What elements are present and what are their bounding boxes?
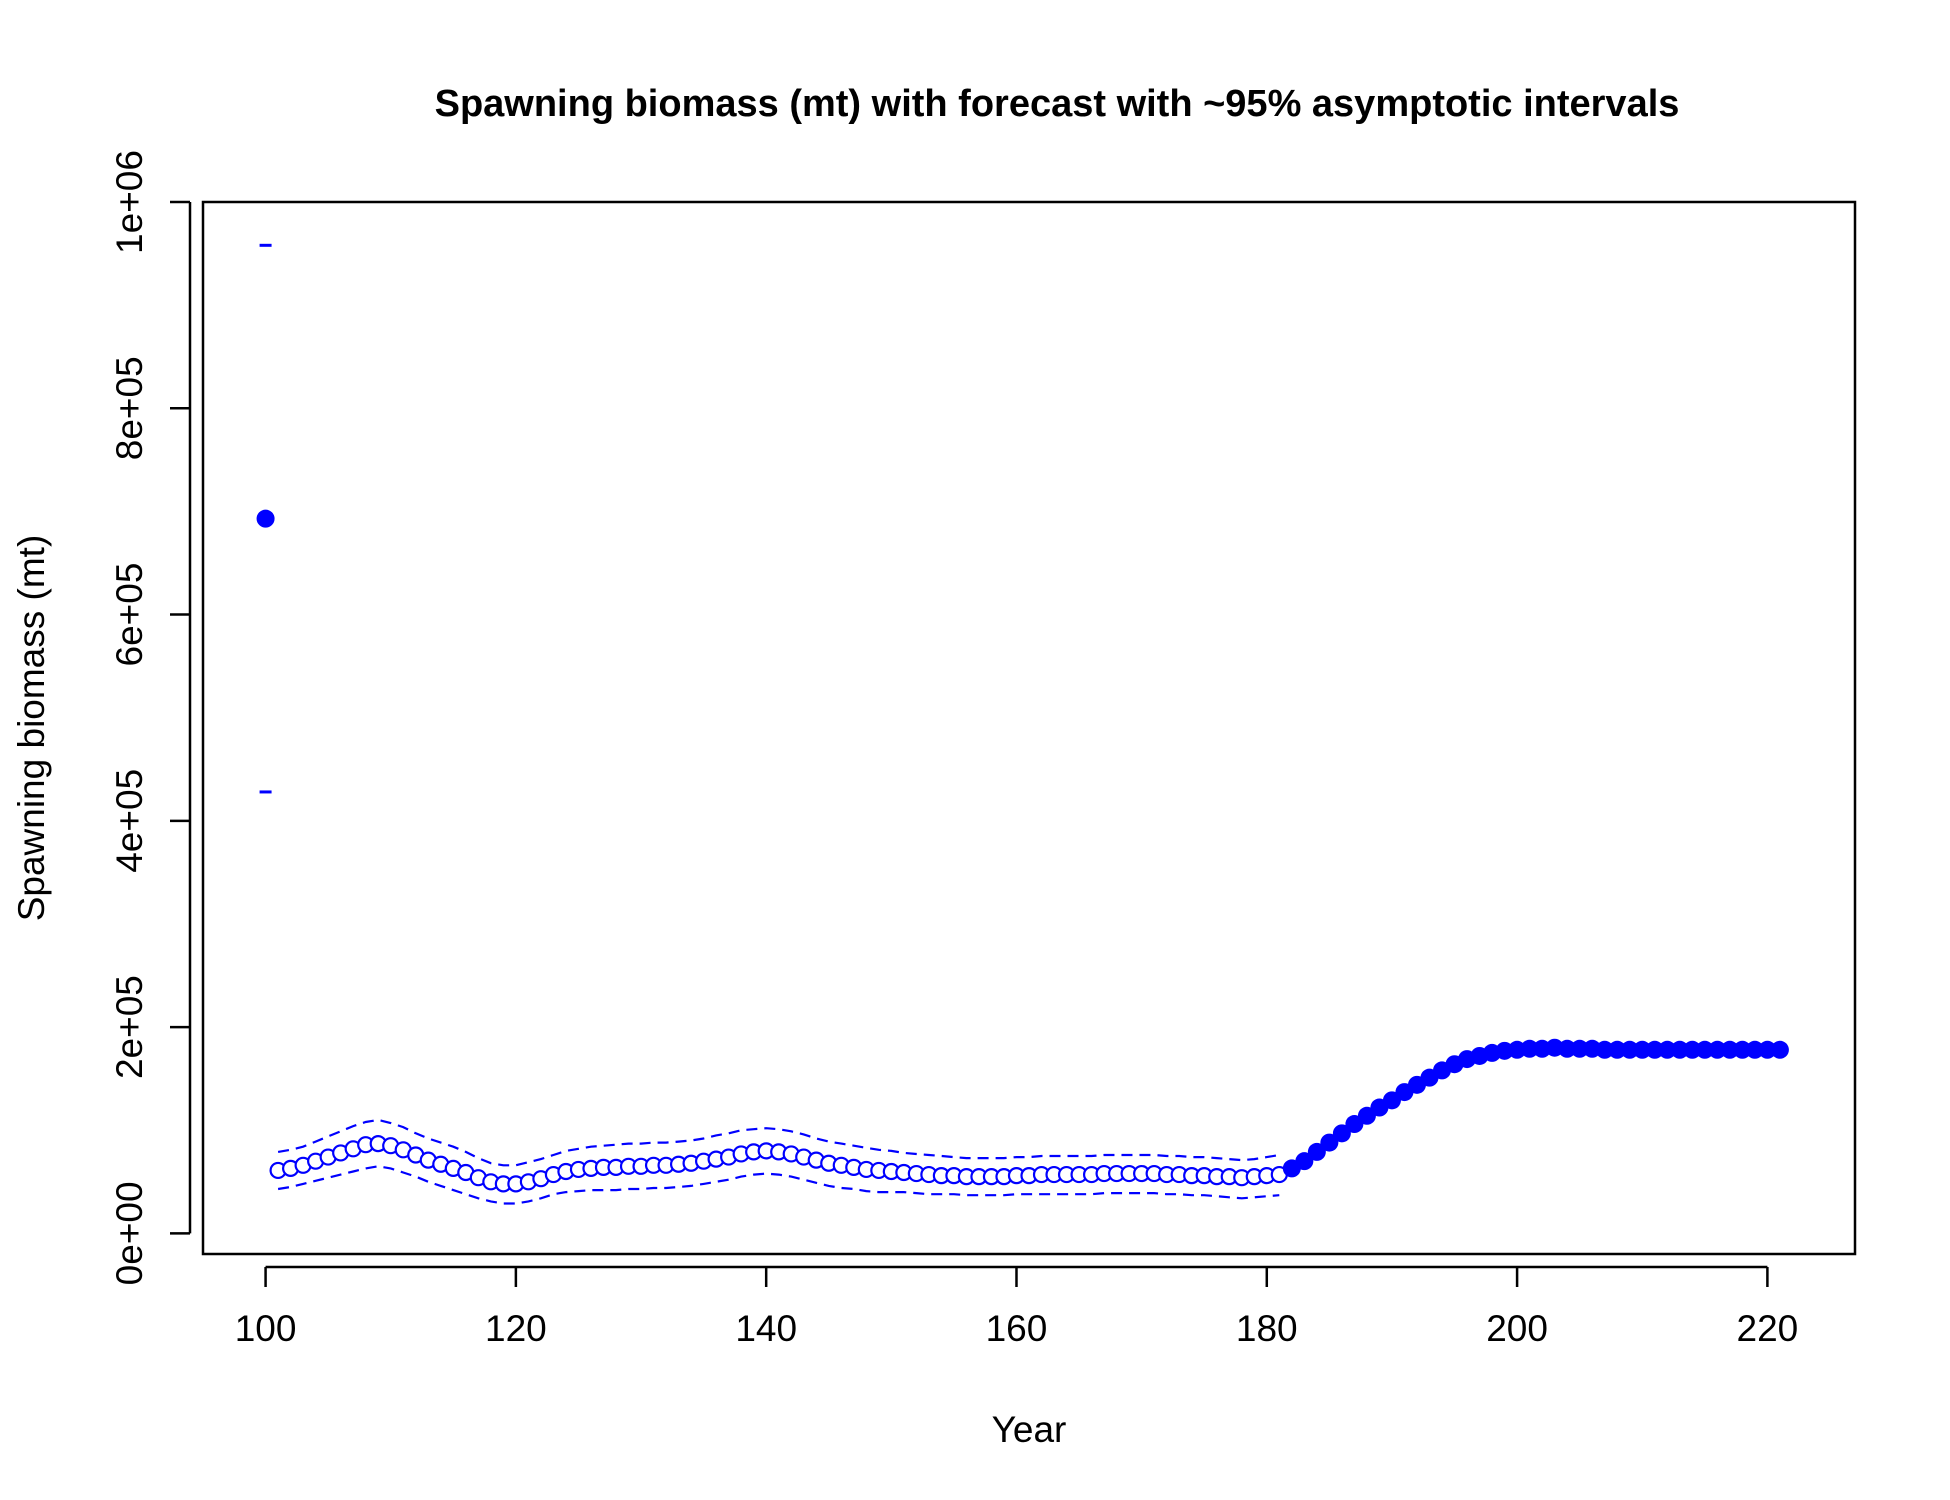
data-point — [1658, 1040, 1677, 1059]
data-point — [1633, 1040, 1652, 1059]
x-tick-label: 220 — [1737, 1308, 1799, 1349]
series-layer — [256, 243, 1789, 1205]
data-point — [1733, 1040, 1752, 1059]
data-point — [1595, 1040, 1614, 1059]
x-tick-label: 140 — [735, 1308, 797, 1349]
data-point — [1520, 1039, 1539, 1058]
series-historical — [269, 1118, 1288, 1205]
series-virgin — [256, 243, 275, 794]
data-point — [1708, 1040, 1727, 1059]
y-tick-label: 8e+05 — [109, 356, 150, 460]
plot-frame — [201, 200, 1857, 1256]
data-point — [1620, 1040, 1639, 1059]
data-point — [256, 509, 275, 528]
data-point — [1683, 1040, 1702, 1059]
data-point — [1608, 1040, 1627, 1059]
data-point — [1320, 1133, 1339, 1152]
x-tick-label: 100 — [235, 1308, 297, 1349]
data-point — [1695, 1040, 1714, 1059]
y-axis: 0e+00 2e+05 4e+05 6e+05 8e+05 1e+06 — [109, 150, 192, 1285]
y-tick-label: 1e+06 — [109, 150, 150, 254]
y-tick-label: 2e+05 — [109, 975, 150, 1079]
y-tick-label: 4e+05 — [109, 769, 150, 873]
data-point — [1770, 1040, 1789, 1059]
data-point — [1670, 1040, 1689, 1059]
data-point — [1720, 1040, 1739, 1059]
x-tick-label: 180 — [1236, 1308, 1298, 1349]
data-point — [1332, 1124, 1351, 1143]
data-point — [1758, 1040, 1777, 1059]
y-tick-label: 0e+00 — [109, 1181, 150, 1285]
x-tick-label: 160 — [986, 1308, 1048, 1349]
series-forecast — [1282, 1038, 1789, 1178]
data-point — [1558, 1039, 1577, 1058]
data-point — [1570, 1039, 1589, 1058]
x-axis-label: Year — [992, 1409, 1067, 1450]
chart-title: Spawning biomass (mt) with forecast with… — [435, 83, 1680, 125]
data-point — [1745, 1040, 1764, 1059]
series-historical-upper-bound — [277, 1118, 1280, 1167]
y-tick-label: 6e+05 — [109, 563, 150, 667]
x-tick-label: 120 — [485, 1308, 547, 1349]
series-historical-lower-bound — [277, 1165, 1280, 1205]
x-tick-label: 200 — [1486, 1308, 1548, 1349]
data-point — [1307, 1142, 1326, 1161]
data-point — [1645, 1040, 1664, 1059]
data-point — [1295, 1152, 1314, 1171]
x-axis: 100 120 140 160 180 200 220 — [235, 1265, 1799, 1349]
y-axis-label: Spawning biomass (mt) — [11, 535, 52, 922]
